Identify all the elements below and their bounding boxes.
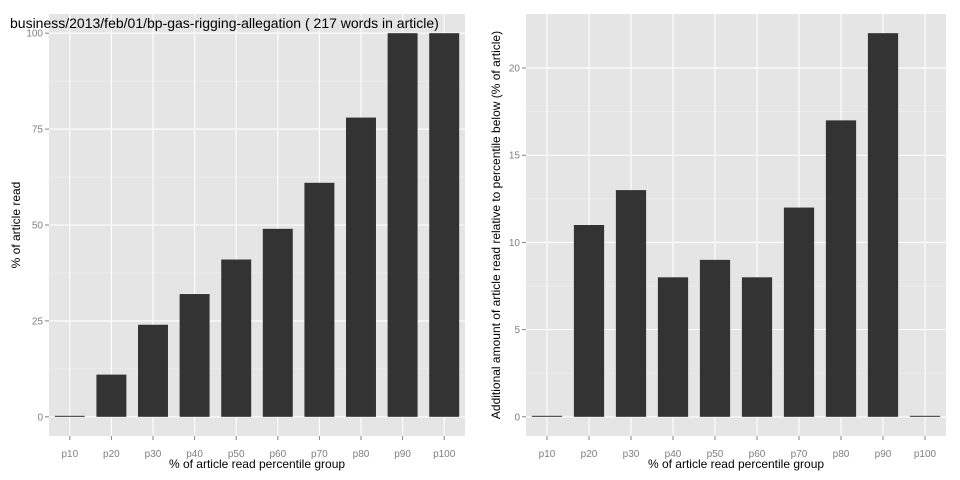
left-x-tick-label: p30 — [145, 449, 162, 460]
right-x-tick-label: p90 — [875, 449, 892, 460]
right-bar-p80 — [825, 120, 857, 417]
left-y-tick-label: 50 — [32, 221, 44, 232]
right-bar-p90 — [867, 33, 899, 417]
left-bar-p50 — [221, 259, 252, 417]
left-bar-p20 — [96, 374, 127, 417]
right-x-tick-label: p80 — [833, 449, 850, 460]
right-chart: 0 5 10 15 20 p10 p20 p30 p40 p50 p60 p70 p80 p90 p100%… — [489, 14, 946, 471]
left-x-tick-label: p90 — [394, 449, 411, 460]
left-bar-p10 — [54, 415, 85, 417]
left-bar-p90 — [387, 33, 418, 417]
right-x-axis-title: % of article read percentile group — [648, 457, 824, 471]
right-x-tick-label: p40 — [665, 449, 682, 460]
left-chart: 0 25 50 75 100 p10 p20 p30 p40 p50 p60 p70 p80 p90 p10… — [9, 14, 465, 471]
right-bar-p20 — [573, 225, 605, 417]
left-chart-title: business/2013/feb/01/bp-gas-rigging-alle… — [10, 15, 439, 31]
left-bar-p60 — [262, 228, 293, 417]
left-x-tick-label: p40 — [186, 449, 203, 460]
left-y-tick-label: 0 — [37, 412, 43, 423]
left-y-tick-label: 100 — [26, 29, 43, 40]
right-bar-p70 — [783, 207, 815, 417]
left-bar-p80 — [346, 117, 376, 417]
right-bar-p30 — [615, 190, 647, 417]
left-x-tick-label: p80 — [353, 449, 370, 460]
left-bar-p30 — [138, 324, 168, 417]
right-bar-p100 — [909, 415, 941, 417]
right-y-tick-label: 10 — [509, 238, 521, 249]
right-x-tick-label: p20 — [581, 449, 598, 460]
right-y-tick-label: 20 — [509, 64, 521, 75]
left-x-tick-label: p100 — [433, 449, 456, 460]
right-bar-p10 — [531, 415, 563, 417]
right-bar-p40 — [657, 277, 689, 417]
right-y-axis-title: Additional amount of article read relati… — [489, 31, 503, 419]
left-x-tick-label: p20 — [103, 449, 120, 460]
right-x-tick-label: p30 — [623, 449, 640, 460]
left-bar-p40 — [179, 294, 210, 417]
right-x-tick-label: p100 — [914, 449, 937, 460]
right-bar-p60 — [741, 277, 773, 417]
right-x-tick-label: p10 — [539, 449, 556, 460]
right-bar-p50 — [699, 259, 731, 417]
right-x-tick-label: p70 — [791, 449, 808, 460]
left-bar-p70 — [304, 182, 335, 417]
left-x-tick-label: p60 — [269, 449, 286, 460]
left-x-axis-title: % of article read percentile group — [169, 457, 345, 471]
left-x-tick-label: p10 — [61, 449, 78, 460]
left-y-axis-title: % of article read — [9, 182, 23, 269]
right-y-tick-label: 0 — [514, 412, 520, 423]
right-x-tick-label: p60 — [749, 449, 766, 460]
left-x-tick-label: p50 — [228, 449, 245, 460]
right-y-tick-label: 15 — [509, 151, 521, 162]
left-bar-p100 — [429, 33, 460, 417]
right-x-tick-label: p50 — [707, 449, 724, 460]
left-y-tick-label: 75 — [32, 125, 44, 136]
left-x-tick-label: p70 — [311, 449, 328, 460]
left-y-tick-label: 25 — [32, 316, 44, 327]
right-y-tick-label: 5 — [514, 325, 520, 336]
